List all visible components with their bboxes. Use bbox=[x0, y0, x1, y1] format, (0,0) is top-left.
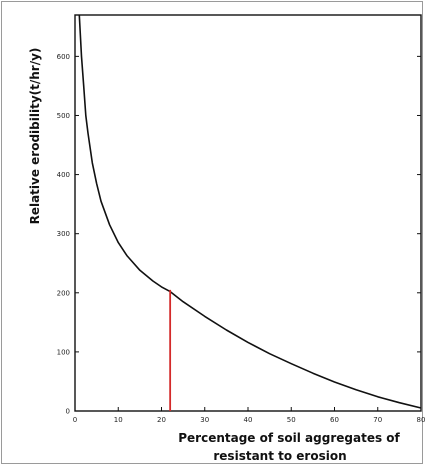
plot-area bbox=[74, 14, 422, 412]
x-tick-label: 60 bbox=[330, 416, 339, 424]
y-tick-label: 400 bbox=[57, 171, 70, 179]
y-tick-label: 200 bbox=[57, 289, 70, 297]
x-tick-label: 70 bbox=[373, 416, 382, 424]
x-axis-title-line-1: Percentage of soil aggregates of bbox=[178, 431, 400, 445]
y-tick-label: 300 bbox=[57, 230, 70, 238]
y-tick-label: 600 bbox=[57, 53, 70, 61]
x-tick-label: 40 bbox=[244, 416, 253, 424]
erodibility-curve bbox=[78, 14, 422, 409]
y-axis-ticks: 0 100 200 300 400 500 600 bbox=[57, 53, 421, 416]
x-axis-ticks: 0 10 20 30 40 50 60 70 80 bbox=[73, 407, 425, 424]
x-tick-label: 80 bbox=[417, 416, 425, 424]
series-layer bbox=[78, 14, 422, 411]
y-tick-label: 0 bbox=[66, 408, 70, 416]
y-tick-label: 100 bbox=[57, 348, 70, 356]
x-tick-label: 50 bbox=[287, 416, 296, 424]
y-axis-title: Relative erodibility(t/hr/y) bbox=[28, 48, 42, 225]
x-tick-label: 10 bbox=[114, 416, 123, 424]
x-axis-title-line-2: resistant to erosion bbox=[213, 449, 346, 463]
y-tick-label: 500 bbox=[57, 112, 70, 120]
x-tick-label: 0 bbox=[73, 416, 77, 424]
x-tick-label: 20 bbox=[157, 416, 166, 424]
x-tick-label: 30 bbox=[200, 416, 209, 424]
